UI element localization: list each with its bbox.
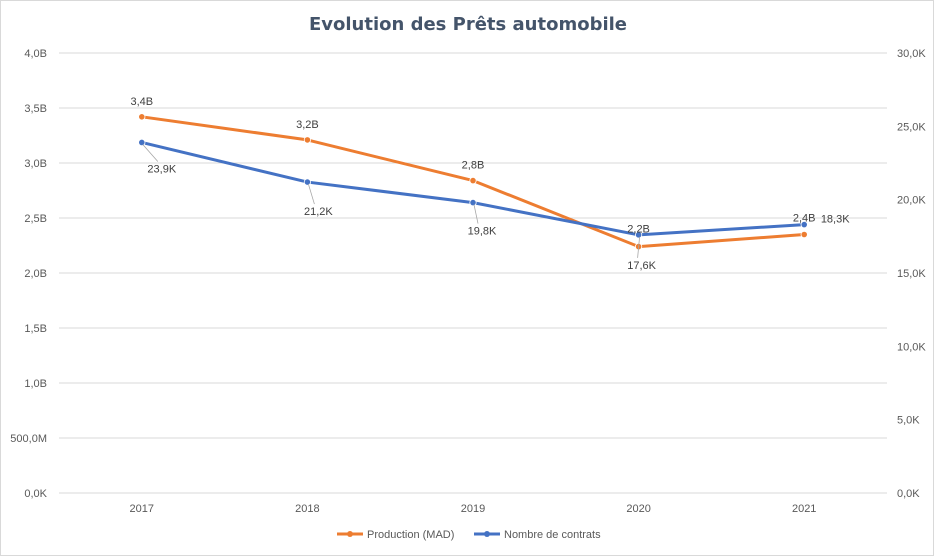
data-point <box>634 231 643 239</box>
data-label: 18,3K <box>821 214 850 226</box>
series-line-1 <box>140 140 806 237</box>
data-label: 2,4B <box>793 213 816 225</box>
leader-lines <box>142 144 640 258</box>
left-axis-tick-label: 3,5B <box>24 103 47 115</box>
data-label: 19,8K <box>468 226 497 238</box>
x-axis-tick-label: 2021 <box>792 503 816 515</box>
data-point <box>469 177 477 185</box>
leader-line <box>637 236 640 258</box>
right-axis-tick-label: 0,0K <box>897 488 920 500</box>
data-point <box>138 138 146 147</box>
data-label: 21,2K <box>304 206 333 218</box>
legend-label: Nombre de contrats <box>504 529 601 541</box>
leader-line <box>473 204 479 224</box>
left-axis-tick-label: 500,0M <box>10 433 47 445</box>
x-axis-tick-label: 2018 <box>295 503 319 515</box>
left-axis-tick-label: 0,0K <box>24 488 47 500</box>
x-axis-ticks: 2017 2018 2019 2020 2021 <box>130 503 817 515</box>
right-axis-tick-label: 15,0K <box>897 268 926 280</box>
left-axis-tick-label: 1,5B <box>24 323 47 335</box>
data-point <box>800 230 808 239</box>
legend-swatch-marker <box>484 531 490 537</box>
chart-title: Evolution des Prêts automobile <box>309 14 627 35</box>
gridlines <box>59 52 887 494</box>
right-axis-ticks: 0,0K 5,0K 10,0K 15,0K 20,0K 25,0K 30,0K <box>897 48 926 500</box>
left-axis-tick-label: 2,5B <box>24 213 47 225</box>
leader-line <box>142 144 159 162</box>
data-label: 2,8B <box>462 160 485 172</box>
left-axis-tick-label: 4,0B <box>24 48 47 60</box>
right-axis-tick-label: 5,0K <box>897 415 920 427</box>
right-axis-tick-label: 20,0K <box>897 195 926 207</box>
x-axis-tick-label: 2017 <box>130 503 154 515</box>
data-label: 17,6K <box>627 260 656 272</box>
data-point <box>469 199 477 207</box>
leader-line <box>308 183 315 205</box>
legend-label: Production (MAD) <box>367 529 454 541</box>
left-axis-tick-label: 3,0B <box>24 158 47 170</box>
left-axis-tick-label: 2,0B <box>24 268 47 280</box>
data-point <box>303 136 311 144</box>
left-axis-tick-label: 1,0B <box>24 378 47 390</box>
legend: Production (MAD) Nombre de contrats <box>337 529 601 541</box>
right-axis-tick-label: 10,0K <box>897 341 926 353</box>
data-labels: 3,4B 3,2B 2,8B 2,2B 2,4B 23,9K 21,2K 19,8K 17,6K… <box>130 96 850 272</box>
x-axis-tick-label: 2020 <box>626 503 650 515</box>
data-label: 2,2B <box>627 224 650 236</box>
data-label: 3,4B <box>130 96 153 108</box>
right-axis-tick-label: 25,0K <box>897 121 926 133</box>
left-axis-ticks: 0,0K 500,0M 1,0B 1,5B 2,0B 2,5B 3,0B 3,5B 4,0B <box>10 48 47 500</box>
data-point <box>800 221 808 229</box>
right-axis-tick-label: 30,0K <box>897 48 926 60</box>
data-point <box>303 178 311 186</box>
data-label: 3,2B <box>296 119 319 131</box>
data-point <box>138 113 146 121</box>
data-label: 23,9K <box>147 163 176 175</box>
legend-swatch-marker <box>347 531 353 537</box>
x-axis-tick-label: 2019 <box>461 503 485 515</box>
